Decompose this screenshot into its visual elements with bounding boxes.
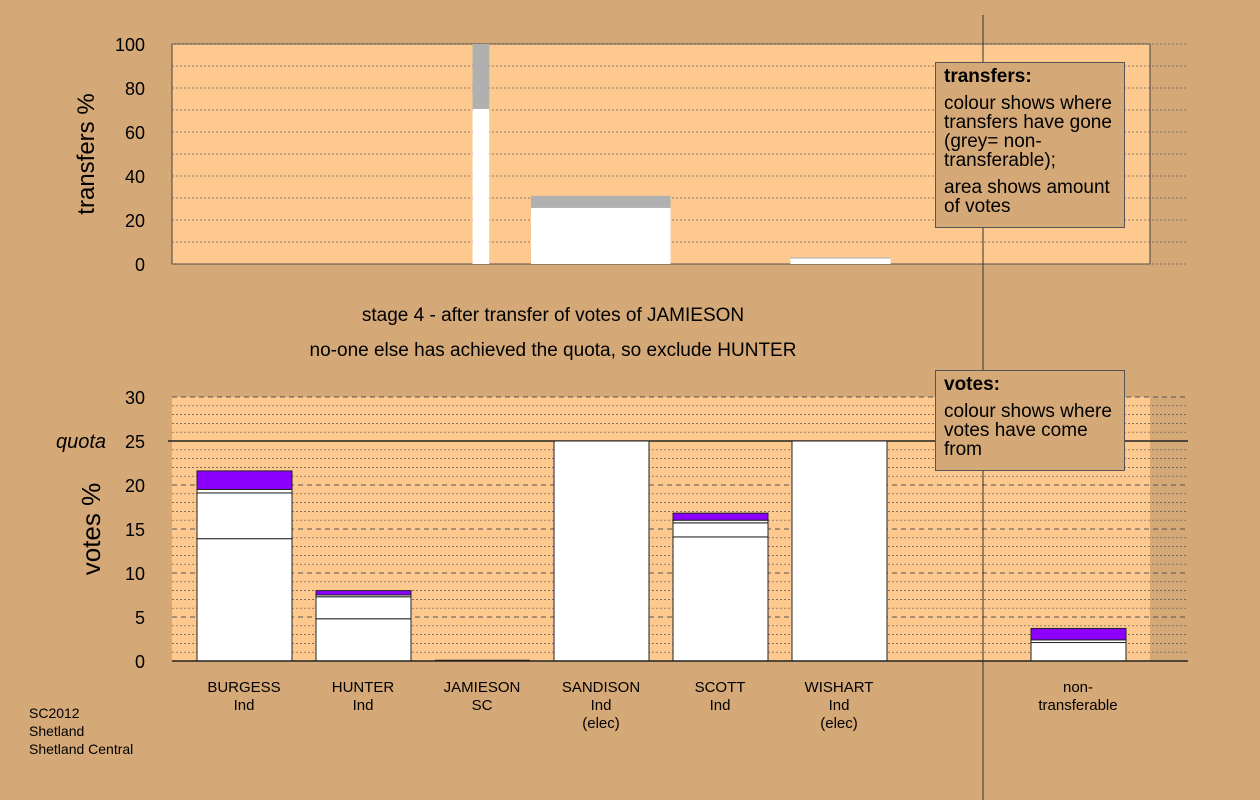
candidate-label-scott: SCOTT Ind xyxy=(650,679,790,715)
candidate-name: BURGESS xyxy=(207,679,281,696)
vote-bar-segment xyxy=(315,596,412,620)
transfer-bar-grey xyxy=(790,257,891,259)
stage-line: stage 4 - after transfer of votes of JAM… xyxy=(361,305,745,326)
nontransferable-line1: non- xyxy=(1062,679,1094,696)
candidate-status: (elec) xyxy=(820,715,858,732)
transfers-tick-label: 20 xyxy=(125,211,145,231)
nontransferable-line2: transferable xyxy=(1038,697,1118,714)
quota-label: quota xyxy=(56,431,106,453)
transfers-tick-label: 0 xyxy=(135,255,145,275)
vote-bar-segment xyxy=(1030,642,1127,662)
vote-bar-segment xyxy=(672,522,769,538)
transfers-legend-title: transfers: xyxy=(944,66,1032,87)
transfers-legend-line2: area shows amount of votes xyxy=(944,177,1110,217)
votes-legend-line1: colour shows where votes have come from xyxy=(944,401,1112,460)
transfer-bar-grey xyxy=(472,44,490,109)
candidate-party: Ind xyxy=(709,697,731,714)
vote-bar-segment xyxy=(672,536,769,662)
transfers-tick-label: 100 xyxy=(115,35,145,55)
transfer-bar-white xyxy=(790,258,891,264)
nontransferable-label: non- transferable xyxy=(1008,679,1148,715)
transfer-bar-white xyxy=(472,108,490,265)
candidate-label-burgess: BURGESS Ind xyxy=(174,679,314,715)
candidate-label-jamieson: JAMIESON SC xyxy=(412,679,552,715)
footer: SC2012 Shetland Shetland Central xyxy=(29,704,133,758)
candidate-name: JAMIESON xyxy=(443,679,521,696)
candidate-name: SANDISON xyxy=(561,679,641,696)
candidate-name: WISHART xyxy=(804,679,874,696)
vote-bar-segment xyxy=(196,488,293,494)
candidate-party: Ind xyxy=(352,697,374,714)
action-line: no-one else has achieved the quota, so e… xyxy=(309,340,797,361)
transfers-tick-label: 40 xyxy=(125,167,145,187)
candidate-status: (elec) xyxy=(582,715,620,732)
transfer-bar-grey xyxy=(530,195,671,208)
transfers-legend-line1: colour shows where transfers have gone (… xyxy=(944,93,1112,171)
candidate-party: SC xyxy=(471,697,493,714)
votes-legend: votes: colour shows where votes have com… xyxy=(935,370,1125,471)
candidate-label-sandison: SANDISON Ind (elec) xyxy=(531,679,671,733)
candidate-party: Ind xyxy=(233,697,255,714)
vote-bar-segment xyxy=(1030,627,1127,641)
transfers-tick-label: 80 xyxy=(125,79,145,99)
vote-bar-segment xyxy=(196,492,293,540)
footer-line3: Shetland Central xyxy=(29,741,134,757)
transfer-bar-white xyxy=(530,207,671,264)
votes-tick-label: 5 xyxy=(135,608,145,628)
vote-bar-segment xyxy=(791,440,888,662)
candidate-party: Ind xyxy=(828,697,850,714)
footer-line2: Shetland xyxy=(29,723,85,739)
votes-tick-label: 20 xyxy=(125,476,145,496)
candidate-label-wishart: WISHART Ind (elec) xyxy=(769,679,909,733)
vote-bar-segment xyxy=(315,618,412,662)
candidate-name: HUNTER xyxy=(331,679,395,696)
candidate-name: SCOTT xyxy=(694,679,746,696)
candidate-label-hunter: HUNTER Ind xyxy=(293,679,433,715)
votes-tick-label: 10 xyxy=(125,564,145,584)
footer-line1: SC2012 xyxy=(29,705,80,721)
votes-axis-title: votes % xyxy=(76,483,106,576)
votes-tick-label: 0 xyxy=(135,652,145,672)
vote-bar-segment xyxy=(196,470,293,490)
votes-legend-title: votes: xyxy=(944,374,1000,395)
candidate-party: Ind xyxy=(590,697,612,714)
transfers-axis-title: transfers % xyxy=(73,93,100,214)
transfers-tick-label: 60 xyxy=(125,123,145,143)
votes-tick-label: 15 xyxy=(125,520,145,540)
vote-bar-segment xyxy=(315,590,412,596)
vote-bar-segment xyxy=(672,512,769,521)
vote-bar-segment xyxy=(196,538,293,662)
votes-tick-label: 25 xyxy=(125,432,145,452)
vote-bar-segment xyxy=(553,440,650,662)
transfers-legend: transfers: colour shows where transfers … xyxy=(935,62,1125,228)
votes-tick-label: 30 xyxy=(125,388,145,408)
